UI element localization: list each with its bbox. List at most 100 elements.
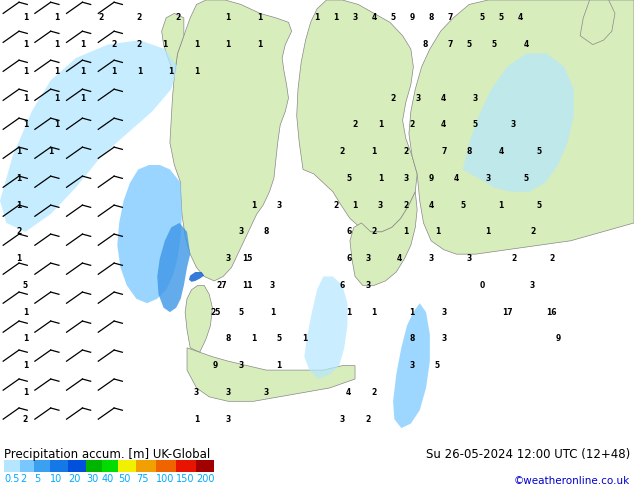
Text: 3: 3: [365, 281, 370, 290]
Text: 1: 1: [80, 67, 85, 76]
Bar: [176, 460, 196, 472]
Text: 5: 5: [346, 174, 351, 183]
Text: 7: 7: [441, 147, 446, 156]
Polygon shape: [117, 165, 182, 303]
Text: 2: 2: [175, 13, 180, 23]
Text: 2: 2: [549, 254, 554, 263]
Text: 1: 1: [435, 227, 440, 236]
Text: 0: 0: [479, 281, 484, 290]
Text: 3: 3: [270, 281, 275, 290]
Text: 1: 1: [112, 67, 117, 76]
Bar: [4, 460, 20, 472]
Polygon shape: [187, 348, 355, 401]
Polygon shape: [409, 0, 634, 254]
Text: 7: 7: [448, 40, 453, 49]
Text: 2: 2: [20, 474, 26, 484]
Text: 4: 4: [429, 200, 434, 210]
Text: 9: 9: [213, 361, 218, 370]
Bar: [118, 460, 136, 472]
Text: 3: 3: [530, 281, 535, 290]
Text: 1: 1: [16, 254, 22, 263]
Text: 1: 1: [48, 147, 53, 156]
Text: 1: 1: [80, 94, 85, 102]
Text: 3: 3: [238, 361, 243, 370]
Text: 1: 1: [194, 415, 199, 424]
Text: 5: 5: [536, 147, 541, 156]
Text: 2: 2: [530, 227, 535, 236]
Polygon shape: [350, 192, 417, 285]
Text: 2: 2: [403, 147, 408, 156]
Text: 4: 4: [498, 147, 503, 156]
Text: 1: 1: [23, 361, 28, 370]
Text: 2: 2: [372, 227, 377, 236]
Bar: [20, 460, 34, 472]
Text: 2: 2: [333, 200, 339, 210]
Text: 6: 6: [346, 254, 351, 263]
Text: 1: 1: [378, 174, 383, 183]
Text: 100: 100: [156, 474, 174, 484]
Text: 5: 5: [498, 13, 503, 23]
Text: Su 26-05-2024 12:00 UTC (12+48): Su 26-05-2024 12:00 UTC (12+48): [426, 448, 630, 461]
Text: 1: 1: [270, 308, 275, 317]
Text: 1: 1: [346, 308, 351, 317]
Text: 16: 16: [547, 308, 557, 317]
Text: 27: 27: [217, 281, 227, 290]
Text: 5: 5: [479, 13, 484, 23]
Text: 1: 1: [372, 147, 377, 156]
Text: 4: 4: [441, 94, 446, 102]
Text: 1: 1: [410, 308, 415, 317]
Text: 1: 1: [226, 13, 231, 23]
Text: 0.5: 0.5: [4, 474, 20, 484]
Text: 1: 1: [498, 200, 503, 210]
Text: ©weatheronline.co.uk: ©weatheronline.co.uk: [514, 476, 630, 486]
Text: 3: 3: [365, 254, 370, 263]
Text: 3: 3: [441, 308, 446, 317]
Text: 75: 75: [136, 474, 148, 484]
Text: 6: 6: [340, 281, 345, 290]
Text: 5: 5: [536, 200, 541, 210]
Polygon shape: [580, 0, 615, 45]
Bar: [86, 460, 102, 472]
Text: 10: 10: [50, 474, 62, 484]
Text: 4: 4: [454, 174, 459, 183]
Text: 2: 2: [391, 94, 396, 102]
Text: 1: 1: [23, 121, 28, 129]
Text: 5: 5: [492, 40, 497, 49]
Text: 1: 1: [194, 67, 199, 76]
Text: 1: 1: [403, 227, 408, 236]
Text: 2: 2: [410, 121, 415, 129]
Bar: [156, 460, 176, 472]
Text: 5: 5: [473, 121, 478, 129]
Text: 1: 1: [333, 13, 339, 23]
Text: 1: 1: [194, 40, 199, 49]
Text: 9: 9: [410, 13, 415, 23]
Text: 3: 3: [416, 94, 421, 102]
Text: 1: 1: [169, 67, 174, 76]
Polygon shape: [393, 303, 430, 428]
Text: 11: 11: [242, 281, 252, 290]
Polygon shape: [463, 53, 574, 192]
Text: 4: 4: [517, 13, 522, 23]
Text: 5: 5: [23, 281, 28, 290]
Text: 20: 20: [68, 474, 81, 484]
Text: 3: 3: [264, 388, 269, 397]
Text: 4: 4: [524, 40, 529, 49]
Text: 3: 3: [226, 388, 231, 397]
Bar: [136, 460, 156, 472]
Text: 3: 3: [238, 227, 243, 236]
Polygon shape: [162, 13, 184, 76]
Polygon shape: [0, 40, 178, 232]
Text: 50: 50: [118, 474, 131, 484]
Text: 1: 1: [162, 40, 167, 49]
Text: 200: 200: [196, 474, 214, 484]
Text: 5: 5: [34, 474, 40, 484]
Text: 3: 3: [441, 334, 446, 343]
Text: 2: 2: [99, 13, 104, 23]
Text: 1: 1: [257, 40, 262, 49]
Text: 5: 5: [460, 200, 465, 210]
Bar: [50, 460, 68, 472]
Text: 4: 4: [397, 254, 402, 263]
Text: 2: 2: [403, 200, 408, 210]
Text: 2: 2: [112, 40, 117, 49]
Text: 6: 6: [346, 227, 351, 236]
